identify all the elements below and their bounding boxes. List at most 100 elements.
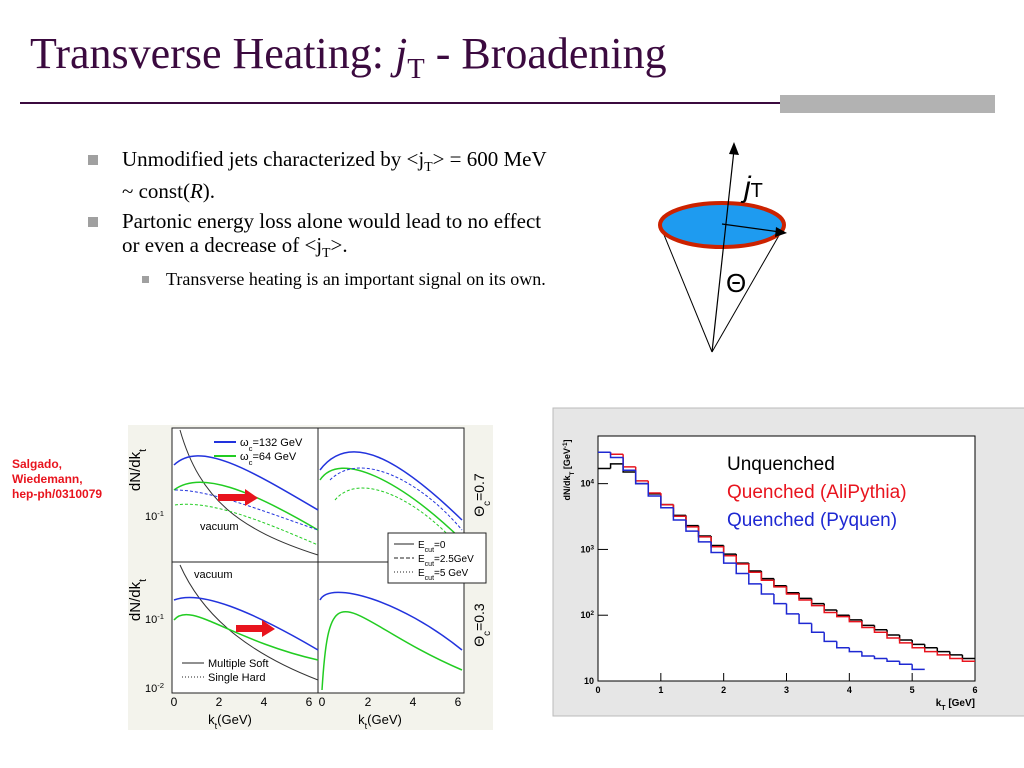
y-label: dN/dkt [127,579,149,621]
y-label-part: dN/dk [127,451,144,491]
title-text: Transverse Heating: [30,29,395,78]
y-tick-label-part: 10 [145,683,157,695]
jet-label-sub: T [751,180,763,202]
x-axis-label-part: T [941,705,946,712]
theta-label-part: Θ [471,636,487,647]
legend-entry: Quenched (AliPythia) [727,482,907,503]
y-tick-label-part: 10 [580,544,590,554]
x-tick-label: 2 [216,695,223,709]
x-tick-label: 5 [910,685,915,695]
x-tick-label: 0 [595,685,600,695]
histogram-step [861,651,875,657]
x-tick-label: 6 [306,695,313,709]
theta-label-part: c [482,631,493,636]
legend-ecut-part: cut [425,575,434,582]
y-axis-label-part: -1 [562,442,569,448]
histogram-step [823,605,837,614]
legend-entry: Unquenched [727,454,835,475]
legend-mode: Multiple Soft [208,658,269,670]
histogram-step [949,654,963,660]
bullet-sub: T [322,245,331,261]
bullet: Partonic energy loss alone would lead to… [88,209,552,265]
histogram-step [710,541,724,554]
histogram-step [685,520,699,532]
title-text2: - Broadening [424,29,667,78]
histogram-step [873,655,888,660]
theta-label: Θc=0.3 [471,603,493,647]
y-tick-label-part: 4 [590,478,594,485]
histogram-step [898,638,913,644]
histogram-step [609,463,624,469]
histogram-step [886,658,900,662]
histogram-step [836,641,850,649]
histogram-step [961,658,975,662]
bullet: Unmodified jets characterized by <jT> = … [88,147,552,204]
x-label-part: (GeV) [367,712,402,727]
legend-ecut-part: cut [425,547,434,554]
x-label-part: t [365,721,368,731]
histogram-step [672,507,686,521]
histogram-step [823,632,837,643]
x-tick-label: 6 [455,695,462,709]
y-tick-label-part: -1 [157,509,164,518]
y-tick-label-part: 10 [580,479,590,489]
histogram-step [773,594,787,605]
y-tick-label-part: 3 [590,544,594,551]
bullet-text: > = 600 MeV ~ const( [122,147,547,204]
bullet-sub: T [424,159,433,175]
histogram-step [634,470,649,485]
histogram-step [923,647,938,653]
theta-label-part: Θ [471,506,487,517]
bullet-text: >. [330,233,348,257]
histogram-step [810,623,825,634]
legend-ecut-part: E [418,540,425,551]
legend-ecut: Ecut=0 [418,540,446,554]
y-label-part: t [137,449,149,452]
slide-title: Transverse Heating: jT - Broadening [30,28,667,86]
legend-omega-part: c [249,444,253,453]
x-tick-label: 0 [171,695,178,709]
y-tick-label: 10 [584,676,594,686]
histogram-step [609,452,624,459]
theta-label-part: c [482,501,493,506]
x-tick-label: 1 [658,685,663,695]
y-tick-label-part: -1 [157,612,164,621]
y-label-part: t [137,579,149,582]
y-axis-label-part: T [569,471,576,475]
legend-omega: ωc=132 GeV [240,437,303,453]
legend-omega-part: =64 GeV [252,451,296,463]
y-axis-label-part: ] [562,440,572,443]
x-tick-label: 4 [261,695,268,709]
bullet-text: Partonic energy loss alone would lead to… [122,209,542,257]
legend-ecut-part: cut [425,561,434,568]
histogram-step [697,531,712,543]
x-label-part: (GeV) [217,712,252,727]
x-axis-label-part: k [936,698,942,709]
theta-label-part: =0.7 [471,473,487,501]
legend-ecut: Ecut=2.5GeV [418,554,474,568]
y-tick-label-part: 10 [145,511,157,523]
y-axis-label: dN/dkT [GeV-1] [562,440,576,501]
cone-diagram: jT Θ [658,142,787,353]
x-tick-label: 2 [721,685,726,695]
legend-ecut-part: =2.5GeV [434,554,474,565]
y-tick-label: 10-1 [145,509,164,524]
title-sub: T [407,53,425,85]
histogram-step [886,632,900,639]
y-tick-label-part: 10 [145,614,157,626]
bullet-italic: R [189,179,203,204]
histogram-step [798,613,812,625]
sub-bullet: Transverse heating is an important signa… [142,269,546,290]
histogram-step [660,495,674,509]
sub-bullet-text: Transverse heating is an important signa… [166,269,546,289]
x-axis-label: kT [GeV] [936,698,975,712]
x-tick-label: 3 [784,685,789,695]
histogram-step [647,483,661,497]
vacuum-label: vacuum [194,569,233,581]
legend-ecut: Ecut=5 GeV [418,568,469,582]
y-tick-label: 103 [580,544,594,555]
title-bar [780,95,995,113]
legend-entry: Quenched (Pyquen) [727,510,897,531]
